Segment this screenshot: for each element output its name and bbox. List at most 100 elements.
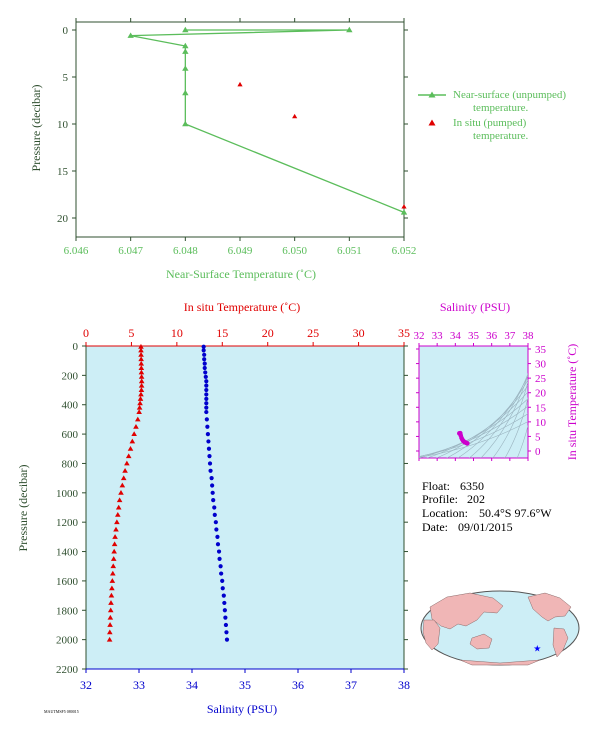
temperature-point — [129, 438, 136, 444]
pressure-tick-label: 800 — [62, 458, 79, 470]
near-surface-chart: 6.046 6.047 6.048 6.049 6.050 6.051 6.052 0 5 10 1… — [29, 18, 566, 281]
salinity-point — [224, 630, 229, 635]
near-surface-point — [127, 32, 134, 38]
salinity-point — [205, 431, 210, 437]
salinity-tick-label: 32 — [80, 678, 92, 692]
salinity-point — [202, 352, 207, 357]
ts-x-tick-label: 38 — [523, 330, 535, 342]
salinity-point — [212, 512, 217, 517]
near-surface-x-tick-label: 6.049 — [228, 245, 253, 257]
temperature-point — [134, 416, 141, 422]
map-continents — [422, 592, 572, 666]
legend-near-surface-label: Near-surface (unpumped) — [453, 89, 566, 101]
pressure-tick-label: 600 — [62, 429, 79, 441]
salinity-point — [224, 637, 230, 642]
temperature-point — [138, 391, 144, 397]
near-surface-point — [182, 65, 189, 71]
near-surface-plot-frame — [75, 21, 405, 238]
pressure-tick-label: 2200 — [56, 664, 79, 676]
temperature-point — [111, 541, 118, 547]
location-value: 50.4°S 97.6°W — [479, 506, 552, 520]
date-label: Date: — [422, 520, 448, 534]
density-contour — [468, 372, 528, 458]
density-contour — [419, 405, 528, 457]
legend-in-situ-label2: temperature. — [473, 130, 529, 142]
ts-x-tick-label: 33 — [432, 330, 444, 342]
profile-y-label: Pressure (decibar) — [16, 465, 30, 552]
near-surface-point — [346, 26, 353, 33]
temp-tick-label: 25 — [307, 326, 319, 340]
legend-in-situ-marker — [428, 119, 436, 126]
profile-plot-background — [85, 345, 405, 670]
temperature-point — [109, 578, 116, 583]
near-surface-y-tick-label: 15 — [57, 166, 69, 178]
density-contour — [480, 373, 528, 458]
salinity-point — [221, 593, 226, 598]
temperature-point — [138, 378, 145, 384]
temp-tick-label: 35 — [398, 326, 410, 340]
temp-tick-label: 15 — [216, 326, 228, 340]
near-surface-x-tick-label: 6.051 — [337, 245, 362, 257]
near-surface-point — [182, 89, 189, 96]
near-surface-y-tick-label: 5 — [63, 72, 69, 84]
temperature-point — [107, 629, 113, 635]
pressure-tick-label: 400 — [62, 400, 79, 412]
near-surface-point — [182, 48, 189, 54]
temp-tick-label: 10 — [171, 326, 183, 340]
temp-tick-label: 5 — [128, 326, 134, 340]
salinity-tick-label: 33 — [133, 678, 145, 692]
temperature-point — [138, 365, 145, 370]
ts-x-tick-label: 35 — [468, 330, 480, 342]
map-landmass-australia — [469, 633, 493, 650]
pressure-tick-label: 200 — [62, 370, 79, 382]
salinity-point — [207, 454, 212, 459]
temperature-point — [138, 343, 144, 349]
density-contour — [492, 380, 528, 458]
temperature-point — [107, 607, 114, 613]
salinity-point — [204, 409, 209, 415]
temperature-point — [120, 475, 127, 481]
salinity-point — [213, 520, 218, 525]
ts-point — [465, 441, 470, 446]
temperature-point — [138, 374, 145, 379]
near-surface-y-label: Pressure (decibar) — [29, 85, 43, 172]
salinity-point — [217, 556, 222, 561]
salinity-point — [204, 383, 209, 388]
salinity-point — [202, 365, 207, 371]
salinity-point — [220, 578, 225, 584]
ts-x-tick-label: 37 — [504, 330, 516, 342]
map-landmass-africa — [422, 619, 441, 651]
temperature-point — [118, 490, 124, 495]
salinity-point — [214, 527, 219, 532]
profile-chart: 0 5 10 15 20 25 30 35 32 33 34 35 36 37 38 0 200 400 600 80… — [16, 300, 410, 716]
pressure-tick-label: 1400 — [56, 547, 79, 559]
temperature-point — [138, 347, 144, 353]
near-surface-x-label: Near-Surface Temperature (˚C) — [166, 267, 316, 281]
salinity-point — [222, 608, 227, 613]
near-surface-ticks: 6.046 6.047 6.048 6.049 6.050 6.051 6.052 0 5 10 1… — [57, 18, 416, 257]
temperature-point — [115, 512, 121, 517]
profile-bottom-label: Salinity (PSU) — [207, 702, 277, 716]
ts-plot-background — [418, 345, 529, 459]
ts-y-tick-label: 0 — [535, 446, 541, 458]
pressure-tick-label: 1000 — [56, 488, 79, 500]
salinity-tick-label: 37 — [345, 678, 357, 692]
salinity-point — [204, 392, 209, 397]
map-landmass-asia — [429, 592, 504, 630]
density-contour — [426, 391, 528, 458]
pressure-tick-label: 1200 — [56, 517, 79, 529]
salinity-point — [206, 439, 211, 444]
temperature-point — [113, 526, 119, 532]
ts-x-tick-label: 32 — [414, 330, 425, 342]
temperature-point — [138, 382, 145, 388]
in-situ-point — [237, 81, 243, 87]
temperature-point — [138, 387, 145, 393]
salinity-point — [203, 374, 208, 379]
salinity-tick-label: 35 — [239, 678, 251, 692]
ts-x-tick-label: 34 — [450, 330, 462, 342]
location-label: Location: — [422, 506, 468, 520]
salinity-point — [202, 357, 207, 362]
temperature-point — [136, 409, 142, 415]
ts-series — [457, 430, 470, 446]
